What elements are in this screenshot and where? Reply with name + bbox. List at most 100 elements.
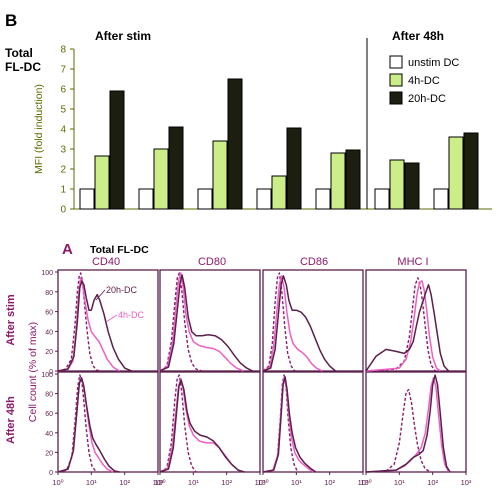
bar-unstim-dc	[79, 188, 95, 210]
histogram-curve-20h-dc-after-stim-cd86	[262, 275, 336, 372]
histogram-curve-unstim-dc-after-48h-cd86	[262, 374, 299, 473]
histogram-panel-frame-after-stim-cd80	[159, 269, 261, 372]
bar-chart-legend: unstim DC 4h-DC 20h-DC	[389, 55, 459, 105]
histogram-col-title-cd80: CD80	[198, 256, 226, 268]
bar-y-tick-label: 0	[60, 205, 66, 216]
bar-20h-dc	[286, 127, 302, 210]
histogram-x-tick-label: 10⁰	[360, 478, 371, 487]
panel-a-header: Total FL-DC	[90, 244, 149, 256]
bar-y-tick-label: 2	[60, 165, 66, 176]
bar-y-tick-label: 4	[60, 125, 66, 136]
bar-4h-dc	[153, 148, 169, 210]
histogram-curve-unstim-dc-after-48h-cd40	[57, 374, 97, 473]
annotation-20h-dc: 20h-DC	[106, 285, 138, 295]
histogram-x-tick-label: 10¹	[86, 478, 97, 487]
bar-4h-dc	[271, 175, 287, 210]
panel-b-title-after-48h: After 48h	[392, 29, 444, 43]
bar-unstim-dc	[256, 188, 272, 210]
histogram-y-tick-label: 80	[45, 290, 53, 297]
bar-y-tick-label: 1	[60, 185, 66, 196]
bar-y-tick-label: 5	[60, 105, 66, 116]
histogram-curve-4h-dc-after-stim-mhc-i	[365, 280, 441, 372]
histogram-x-tick-label: 10⁰	[52, 478, 63, 487]
histogram-curve-20h-dc-after-48h-cd86	[262, 376, 317, 473]
histogram-panel-frame-after-48h-mhc-i	[365, 371, 467, 473]
panel-b-letter: B	[5, 11, 17, 30]
histogram-y-axis-label: Cell count (% of max)	[27, 322, 39, 422]
histogram-row-label-after-stim: After stim	[5, 294, 17, 346]
histogram-y-tick-label: 40	[45, 329, 53, 336]
panel-a-letter: A	[62, 241, 73, 258]
histogram-panel-frame-after-stim-cd86	[262, 269, 364, 372]
histogram-curve-unstim-dc-after-stim-cd86	[262, 272, 296, 372]
bar-4h-dc	[94, 155, 110, 210]
histogram-x-tick-label: 10²	[119, 478, 130, 487]
histogram-curve-20h-dc-after-stim-mhc-i	[365, 284, 450, 372]
histogram-x-tick-label: 10²	[324, 478, 335, 487]
histogram-curve-20h-dc-after-stim-cd80	[159, 274, 253, 372]
histogram-curve-unstim-dc-after-stim-cd80	[159, 272, 203, 372]
histogram-col-title-cd86: CD86	[300, 256, 328, 268]
histogram-x-tick-label: 10²	[221, 478, 232, 487]
histogram-x-tick-label: 10⁰	[154, 478, 165, 487]
histogram-panel-frame-after-48h-cd40	[57, 371, 159, 473]
histogram-y-tick-label: 60	[45, 411, 53, 418]
bar-4h-dc	[212, 140, 228, 210]
legend-swatch-4h-dc	[389, 73, 403, 87]
histogram-curve-20h-dc-after-48h-cd40	[57, 377, 120, 473]
panel-b-side-label-line2: FL-DC	[5, 60, 41, 74]
histogram-curve-4h-dc-after-stim-cd80	[159, 272, 244, 372]
legend-swatch-unstim-dc	[389, 55, 403, 69]
histogram-x-tick-label: 10³	[461, 478, 472, 487]
histogram-x-tick-label: 10⁰	[257, 478, 268, 487]
legend-label-unstim-dc: unstim DC	[408, 57, 459, 69]
histogram-x-tick-label: 10¹	[188, 478, 199, 487]
panel-b-side-label-line1: Total	[5, 46, 33, 60]
bar-4h-dc	[448, 136, 464, 210]
legend-swatch-20h-dc	[389, 91, 403, 105]
bar-20h-dc	[345, 149, 361, 210]
histogram-y-tick-label: 0	[49, 470, 53, 477]
histogram-curve-20h-dc-after-48h-mhc-i	[365, 374, 451, 473]
bar-chart-y-axis-label: MFI (fold induction)	[33, 84, 45, 174]
bar-4h-dc	[330, 152, 346, 210]
bar-y-tick-label: 6	[60, 85, 66, 96]
bar-4h-dc	[389, 159, 405, 210]
histogram-y-tick-label: 20	[45, 349, 53, 356]
histogram-y-tick-label: 20	[45, 450, 53, 457]
annotation-4h-dc: 4h-DC	[118, 310, 145, 320]
histogram-x-tick-label: 10³	[255, 478, 266, 487]
histogram-curve-unstim-dc-after-48h-cd80	[159, 374, 197, 473]
bar-20h-dc	[404, 162, 420, 210]
bar-chart: 0 1 2 3 4 5 6 7 8	[60, 38, 492, 216]
histogram-row-label-after-48h: After 48h	[5, 396, 17, 444]
bar-unstim-dc	[138, 188, 154, 210]
histogram-curve-20h-dc-after-stim-cd40	[57, 280, 132, 372]
legend-label-20h-dc: 20h-DC	[408, 93, 446, 105]
histogram-curve-4h-dc-after-48h-mhc-i	[365, 377, 450, 473]
annotation-20h-dc-pointer	[95, 289, 106, 301]
legend-label-4h-dc: 4h-DC	[408, 75, 440, 87]
histogram-y-tick-label: 40	[45, 431, 53, 438]
histogram-y-tick-label: 0	[49, 369, 53, 376]
bar-unstim-dc	[433, 188, 449, 210]
bar-20h-dc	[109, 90, 125, 210]
bar-20h-dc	[227, 78, 243, 210]
histogram-x-tick-label: 10²	[427, 478, 438, 487]
histogram-x-tick-label: 10³	[153, 478, 164, 487]
histogram-curve-4h-dc-after-stim-cd86	[262, 275, 323, 372]
panel-b-title-after-stim: After stim	[95, 29, 151, 43]
histogram-curve-unstim-dc-after-stim-cd40	[57, 272, 102, 372]
bar-y-tick-label: 3	[60, 145, 66, 156]
histogram-y-tick-label: 100	[41, 270, 53, 277]
histogram-panel-frame-after-48h-cd80	[159, 371, 261, 473]
annotation-4h-dc-pointer	[105, 314, 118, 323]
histogram-col-title-cd40: CD40	[92, 256, 120, 268]
bar-20h-dc	[463, 132, 479, 210]
bar-unstim-dc	[374, 188, 390, 210]
histogram-curve-unstim-dc-after-48h-mhc-i	[365, 388, 432, 473]
bar-y-tick-label: 8	[60, 45, 66, 56]
histogram-x-tick-label: 10³	[358, 478, 369, 487]
